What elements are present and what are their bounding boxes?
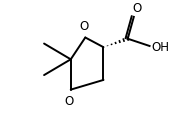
Text: O: O — [132, 2, 142, 15]
Text: O: O — [64, 95, 74, 108]
Text: OH: OH — [151, 41, 169, 54]
Text: O: O — [79, 20, 89, 33]
